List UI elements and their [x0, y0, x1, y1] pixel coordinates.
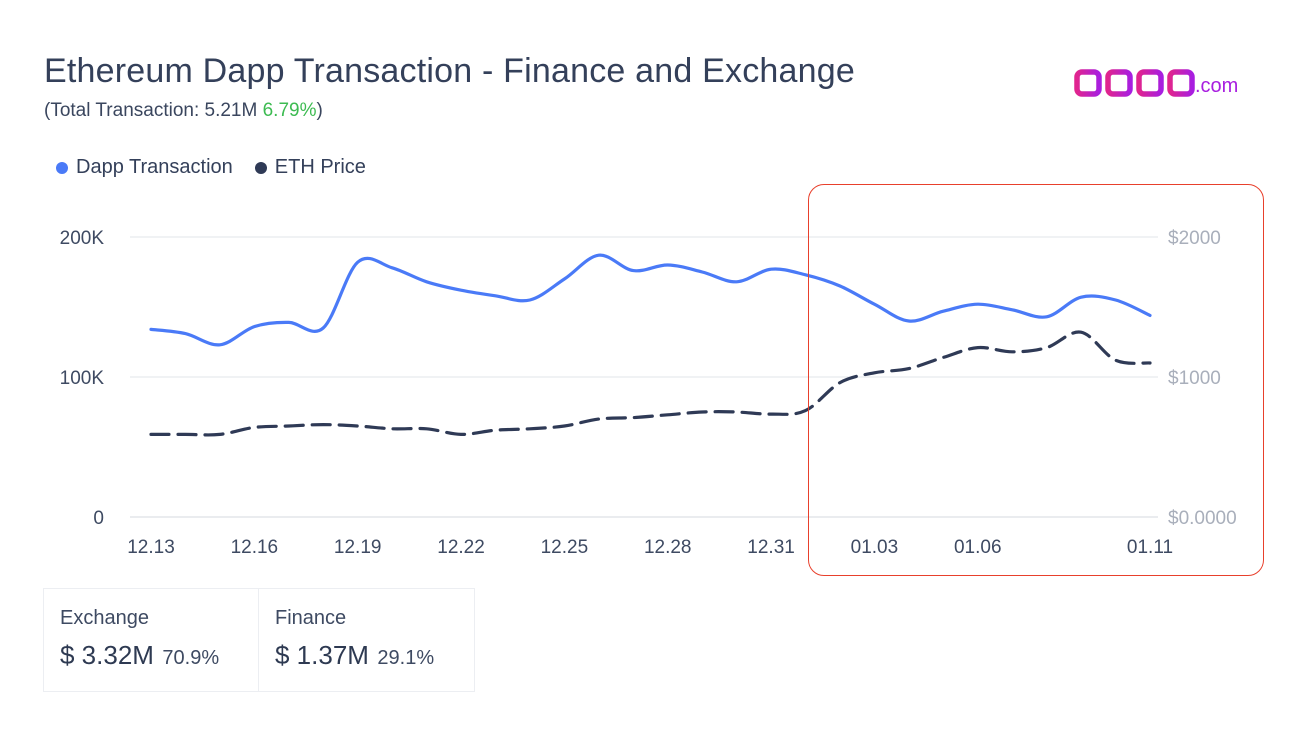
- dapp-logo[interactable]: .com: [1070, 50, 1260, 114]
- subtitle-change-pct: 6.79%: [262, 100, 317, 121]
- x-tick-label: 12.13: [127, 537, 175, 558]
- y-left-tick-label: 0: [93, 508, 104, 529]
- chart-legend: Dapp Transaction ETH Price: [56, 156, 366, 179]
- legend-item-eth-price[interactable]: ETH Price: [254, 156, 366, 179]
- highlight-annotation-box: [808, 184, 1264, 576]
- x-tick-label: 12.16: [231, 537, 279, 558]
- legend-item-dapp-transaction[interactable]: Dapp Transaction: [56, 156, 233, 179]
- subtitle-total: (Total Transaction: 5.21M: [44, 100, 263, 121]
- y-right-tick-label: $1000: [1168, 368, 1221, 389]
- subtitle-close: ): [316, 100, 323, 121]
- chart-subtitle: (Total Transaction: 5.21M 6.79%): [44, 100, 323, 122]
- grid-lines: [130, 236, 1158, 518]
- x-tick-label: 01.11: [1127, 537, 1173, 558]
- legend-label-dapp-transaction: Dapp Transaction: [76, 156, 233, 178]
- card-pct: 29.1%: [377, 647, 435, 669]
- exchange-card[interactable]: Exchange $ 3.32M 70.9%: [43, 588, 259, 692]
- x-tick-label: 12.31: [747, 537, 795, 558]
- legend-dot-eth-price: [254, 161, 267, 174]
- x-tick-label: 12.28: [644, 537, 692, 558]
- series-line-dapp-transaction[interactable]: [149, 253, 1152, 347]
- y-left-tick-label: 200K: [60, 228, 105, 249]
- card-pct: 70.9%: [162, 647, 220, 669]
- summary-cards: Exchange $ 3.32M 70.9% Finance $ 1.37M 2…: [43, 588, 475, 692]
- axis-labels: 0 $0.0000 100K $1000 200K $2000 12.13 12.16 12.1…: [60, 228, 1237, 558]
- card-value: $ 3.32M: [60, 640, 154, 670]
- logo-domain: .com: [1195, 75, 1238, 97]
- legend-label-eth-price: ETH Price: [274, 156, 366, 178]
- x-tick-label: 12.25: [541, 537, 589, 558]
- finance-card[interactable]: Finance $ 1.37M 29.1%: [259, 588, 475, 692]
- series-lines: [149, 253, 1152, 437]
- x-tick-label: 01.06: [954, 537, 1002, 558]
- y-left-tick-label: 100K: [60, 368, 105, 389]
- card-value: $ 1.37M: [275, 640, 369, 670]
- y-right-tick-label: $0.0000: [1168, 508, 1237, 529]
- series-line-eth-price[interactable]: [149, 330, 1152, 437]
- card-label: Finance: [275, 607, 347, 629]
- legend-dot-dapp-transaction: [56, 161, 68, 174]
- chart-title: Ethereum Dapp Transaction - Finance and …: [44, 52, 855, 90]
- x-tick-label: 01.03: [851, 537, 899, 558]
- y-right-tick-label: $2000: [1168, 228, 1221, 249]
- x-tick-label: 12.19: [334, 537, 382, 558]
- x-tick-label: 12.22: [437, 537, 485, 558]
- card-label: Exchange: [60, 607, 149, 629]
